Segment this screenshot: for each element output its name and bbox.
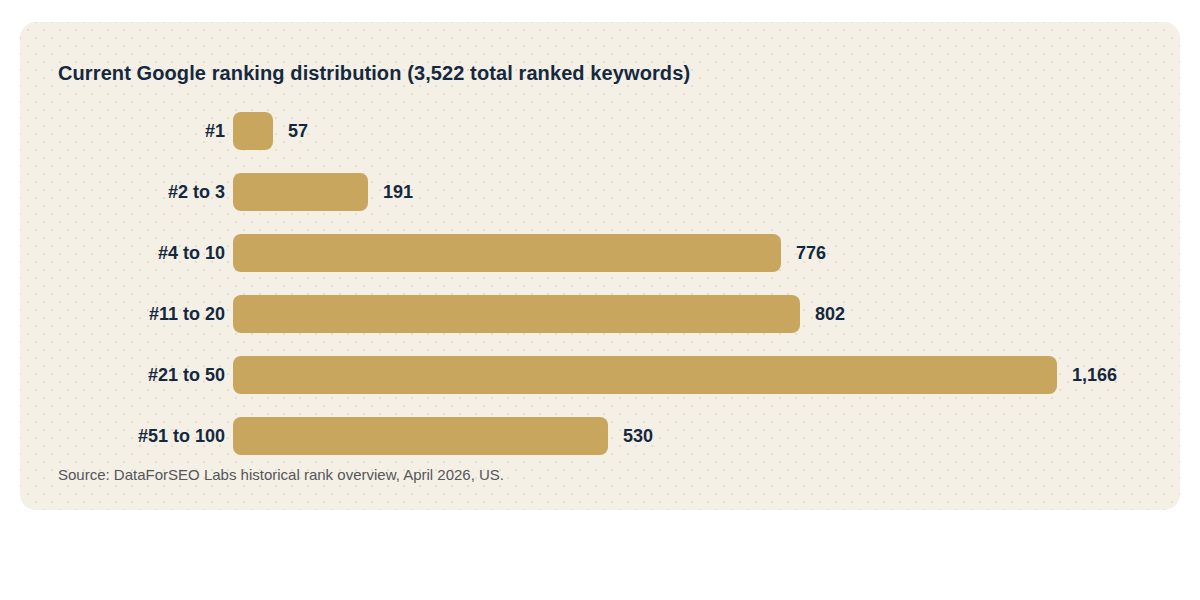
bar-value-label: 1,166: [1072, 365, 1117, 386]
bar-chart: #1 57 #2 to 3 191 #4 to 10 776 #11 to 20 802 #21…: [20, 112, 1180, 455]
bar-row: #4 to 10 776: [20, 234, 1180, 272]
ranking-distribution-card: Current Google ranking distribution (3,5…: [20, 22, 1180, 510]
bar-row: #21 to 50 1,166: [20, 356, 1180, 394]
bar: [233, 295, 800, 333]
bar-category-label: #11 to 20: [20, 304, 233, 325]
bar-row: #2 to 3 191: [20, 173, 1180, 211]
bar-value-label: 191: [383, 182, 413, 203]
bar-category-label: #51 to 100: [20, 426, 233, 447]
bar: [233, 173, 368, 211]
bar-value-label: 802: [815, 304, 845, 325]
bar-value-label: 57: [288, 121, 308, 142]
bar-category-label: #2 to 3: [20, 182, 233, 203]
bar: [233, 356, 1057, 394]
bar-category-label: #4 to 10: [20, 243, 233, 264]
bar: [233, 234, 781, 272]
bar-value-label: 530: [623, 426, 653, 447]
bar: [233, 112, 273, 150]
bar-row: #1 57: [20, 112, 1180, 150]
source-attribution: Source: DataForSEO Labs historical rank …: [58, 466, 1180, 483]
chart-title: Current Google ranking distribution (3,5…: [58, 62, 1180, 85]
bar-row: #51 to 100 530: [20, 417, 1180, 455]
bar-category-label: #1: [20, 121, 233, 142]
bar-row: #11 to 20 802: [20, 295, 1180, 333]
bar-value-label: 776: [796, 243, 826, 264]
bar: [233, 417, 608, 455]
bar-category-label: #21 to 50: [20, 365, 233, 386]
